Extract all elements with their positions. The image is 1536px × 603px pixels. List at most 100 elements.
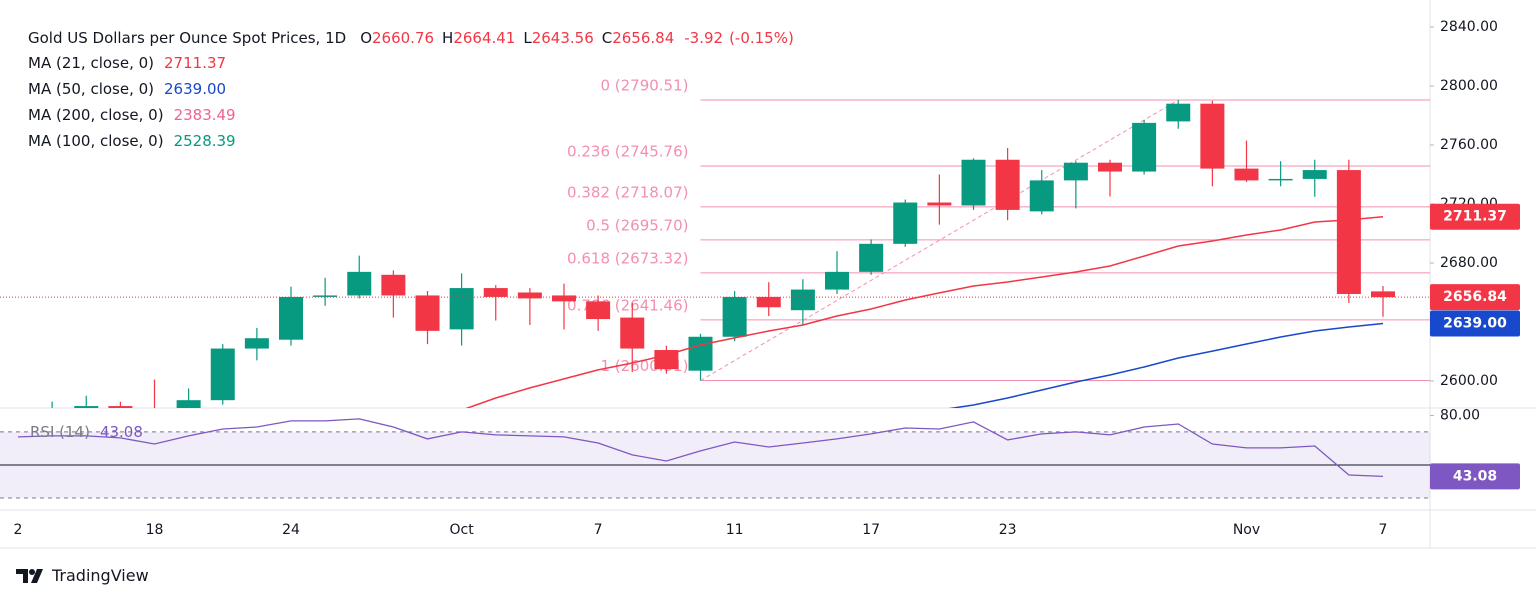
candle-body xyxy=(825,271,849,290)
ohlc-letter: H xyxy=(442,29,454,47)
x-tick-label: 24 xyxy=(282,522,300,538)
candle-body xyxy=(279,296,303,340)
ma-line xyxy=(465,215,1384,408)
candle-body xyxy=(620,317,645,349)
candle-body xyxy=(790,289,815,311)
ma-price-tag-bg xyxy=(1430,203,1520,230)
candle-body xyxy=(176,400,201,408)
candle-body xyxy=(927,202,952,206)
brand-logo xyxy=(16,568,43,583)
rsi-name: RSI (14) xyxy=(30,423,90,441)
x-tick-label: 7 xyxy=(594,522,603,538)
x-tick-label: 17 xyxy=(862,522,880,538)
ma-price-tag: 2711.37 xyxy=(1443,209,1507,225)
fib-level-label: 0.786 (2641.46) xyxy=(567,296,688,314)
rsi-pane xyxy=(0,418,1430,499)
x-tick-label: Oct xyxy=(450,522,475,538)
ohlc-value: 2643.56 xyxy=(531,29,594,47)
header-legend: Gold US Dollars per Ounce Spot Prices, 1… xyxy=(28,29,794,47)
candle-body xyxy=(586,301,611,320)
rsi-line xyxy=(17,418,1384,478)
candle-body xyxy=(552,295,576,302)
candle-body xyxy=(893,202,918,244)
candle-body xyxy=(1029,180,1054,212)
candle-body xyxy=(1371,291,1395,298)
ma-name: MA (21, close, 0) xyxy=(28,54,155,72)
x-tick-label: 2 xyxy=(14,522,23,538)
ohlc-value: 2664.41 xyxy=(453,29,516,47)
candle-body xyxy=(1268,178,1293,181)
y-tick-label: 2800.00 xyxy=(1440,78,1498,94)
candle-body xyxy=(654,350,679,370)
ma-value: 2528.39 xyxy=(173,132,236,150)
ma-value: 2711.37 xyxy=(164,54,227,72)
candle-body xyxy=(1166,103,1191,122)
candle-body xyxy=(1302,170,1327,179)
candle-body xyxy=(1200,103,1225,169)
candle-body xyxy=(1234,168,1259,181)
candle-body xyxy=(1132,122,1157,172)
rsi-value-tag-bg xyxy=(1430,463,1520,490)
ma-line xyxy=(948,322,1384,408)
candle-body xyxy=(449,288,474,330)
x-tick-label: 7 xyxy=(1379,522,1388,538)
candle-body xyxy=(859,243,884,272)
candle-body xyxy=(483,288,508,297)
candle-body xyxy=(244,338,269,349)
fib-level-label: 0.5 (2695.70) xyxy=(586,216,688,234)
y-tick-label: 2600.00 xyxy=(1440,373,1498,389)
x-tick-label: 23 xyxy=(999,522,1017,538)
last-price-tag: 2656.84 xyxy=(1443,289,1507,305)
candle-body xyxy=(1336,170,1361,294)
rsi-value: 43.08 xyxy=(99,423,143,441)
ma-legend: MA (200, close, 0) 2383.49 xyxy=(28,106,236,124)
ohlc-letter: O xyxy=(360,29,372,47)
candle-body xyxy=(347,271,372,296)
candle-body xyxy=(108,406,133,408)
ma-name: MA (100, close, 0) xyxy=(28,132,164,150)
candle-body xyxy=(313,295,338,297)
ma-name: MA (50, close, 0) xyxy=(28,80,155,98)
price-pane: 0 (2790.51) 0.236 (2745.76) 0.382 (2718.07… xyxy=(0,76,1430,414)
candle-body xyxy=(688,336,713,371)
candle-body xyxy=(74,406,99,408)
change-percent: (-0.15%) xyxy=(729,29,794,47)
candle-body xyxy=(517,292,542,299)
footer: TradingView xyxy=(16,566,149,585)
change-value: -3.92 xyxy=(684,29,724,47)
x-tick-label: 18 xyxy=(146,522,164,538)
chart-title: Gold US Dollars per Ounce Spot Prices, 1… xyxy=(28,29,347,47)
ma-legend: MA (21, close, 0) 2711.37 xyxy=(28,54,226,72)
ohlc-letter: C xyxy=(601,29,613,47)
y-tick-label: 2760.00 xyxy=(1440,137,1498,153)
y-tick-label: 80.00 xyxy=(1440,407,1480,423)
candle-body xyxy=(40,411,64,414)
candle-body xyxy=(381,274,406,296)
ohlc-value: 2660.76 xyxy=(372,29,435,47)
last-price-tag-bg xyxy=(1430,284,1520,311)
candle-body xyxy=(961,159,986,206)
y-tick-label: 2840.00 xyxy=(1440,19,1498,35)
brand-name: TradingView xyxy=(52,566,149,585)
ma-price-tag-bg xyxy=(1430,310,1520,337)
ohlc-value: 2656.84 xyxy=(612,29,675,47)
ma-legend: MA (50, close, 0) 2639.00 xyxy=(28,80,226,98)
candle-body xyxy=(722,296,747,337)
candle-body xyxy=(415,295,440,331)
ma-price-tag: 2639.00 xyxy=(1443,315,1507,331)
candle-body xyxy=(995,159,1020,210)
ohlc-letter: L xyxy=(523,29,532,47)
candle-body xyxy=(1098,162,1122,172)
y-tick-label: 2680.00 xyxy=(1440,255,1498,271)
rsi-value-tag: 43.08 xyxy=(1453,468,1497,484)
candle-body xyxy=(1063,162,1088,181)
fib-level-label: 0.618 (2673.32) xyxy=(567,249,688,267)
ma-value: 2383.49 xyxy=(173,106,236,124)
rsi-legend: RSI (14) 43.08 xyxy=(30,423,143,441)
x-tick-label: 11 xyxy=(726,522,744,538)
ma-legend: MA (100, close, 0) 2528.39 xyxy=(28,132,236,150)
fib-level-label: 0.236 (2745.76) xyxy=(567,143,688,161)
x-tick-label: Nov xyxy=(1233,522,1260,538)
